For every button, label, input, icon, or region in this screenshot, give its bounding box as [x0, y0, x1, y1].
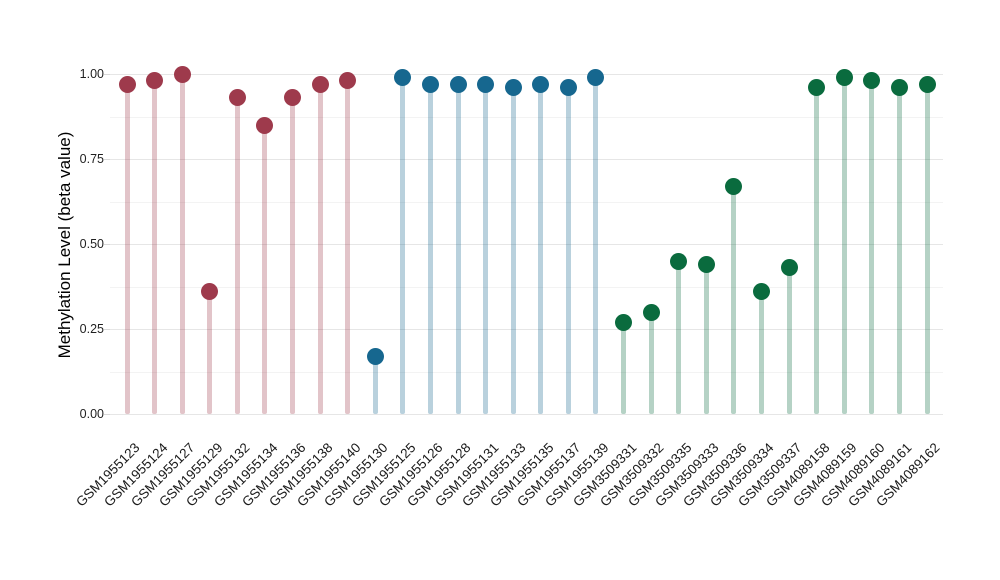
major-gridline: [110, 159, 943, 160]
y-tick-mark: [104, 414, 110, 415]
data-point: [697, 255, 715, 273]
lollipop-stem: [510, 87, 516, 414]
data-point: [863, 72, 881, 90]
major-gridline: [110, 74, 943, 75]
data-point: [449, 75, 467, 93]
data-point: [642, 303, 660, 321]
lollipop-stem: [234, 97, 240, 414]
lollipop-stem: [924, 84, 930, 414]
lollipop-stem: [483, 84, 489, 414]
minor-gridline: [110, 371, 943, 373]
data-point: [339, 72, 357, 90]
minor-gridline: [110, 201, 943, 203]
lollipop-stem: [427, 84, 433, 414]
data-point: [835, 68, 853, 86]
y-tick-mark: [104, 244, 110, 245]
lollipop-stem: [262, 125, 268, 414]
lollipop-stem: [814, 87, 820, 414]
lollipop-stem: [290, 97, 296, 414]
data-point: [366, 347, 384, 365]
data-point: [670, 252, 688, 270]
y-tick-label: 0.75: [79, 152, 104, 166]
lollipop-stem: [124, 84, 130, 414]
data-point: [725, 177, 743, 195]
data-point: [284, 89, 302, 107]
data-point: [477, 75, 495, 93]
lollipop-stem: [786, 267, 792, 414]
lollipop-stem: [703, 264, 709, 414]
lollipop-stem: [400, 77, 406, 414]
data-point: [532, 75, 550, 93]
data-point: [201, 283, 219, 301]
data-point: [421, 75, 439, 93]
lollipop-stem: [758, 291, 764, 414]
y-tick-label: 0.25: [79, 322, 104, 336]
lollipop-stem: [896, 87, 902, 414]
major-gridline: [110, 244, 943, 245]
lollipop-stem: [455, 84, 461, 414]
lollipop-stem: [538, 84, 544, 414]
y-tick-mark: [104, 74, 110, 75]
data-point: [808, 79, 826, 97]
data-point: [146, 72, 164, 90]
data-point: [559, 79, 577, 97]
lollipop-stem: [676, 261, 682, 414]
lollipop-stem: [841, 77, 847, 414]
lollipop-stem: [621, 322, 627, 414]
lollipop-stem: [345, 80, 351, 414]
data-point: [256, 116, 274, 134]
major-gridline: [110, 414, 943, 415]
y-tick-label: 1.00: [79, 67, 104, 81]
data-point: [173, 65, 191, 83]
data-point: [228, 89, 246, 107]
data-point: [890, 79, 908, 97]
data-point: [918, 75, 936, 93]
data-point: [615, 313, 633, 331]
data-point: [394, 68, 412, 86]
data-point: [504, 79, 522, 97]
major-gridline: [110, 329, 943, 330]
lollipop-stem: [317, 84, 323, 414]
minor-gridline: [110, 286, 943, 288]
y-tick-mark: [104, 159, 110, 160]
lollipop-stem: [207, 291, 213, 414]
y-tick-label: 0.50: [79, 237, 104, 251]
lollipop-stem: [731, 186, 737, 414]
lollipop-stem: [648, 312, 654, 414]
minor-gridline: [110, 116, 943, 118]
y-tick-label: 0.00: [79, 407, 104, 421]
lollipop-stem: [179, 74, 185, 414]
data-point: [311, 75, 329, 93]
lollipop-stem: [869, 80, 875, 414]
y-tick-mark: [104, 329, 110, 330]
lollipop-stem: [372, 356, 378, 414]
data-point: [118, 75, 136, 93]
data-point: [752, 283, 770, 301]
data-point: [587, 68, 605, 86]
data-point: [780, 259, 798, 277]
lollipop-stem: [593, 77, 599, 414]
lollipop-stem: [152, 80, 158, 414]
lollipop-stem: [565, 87, 571, 414]
